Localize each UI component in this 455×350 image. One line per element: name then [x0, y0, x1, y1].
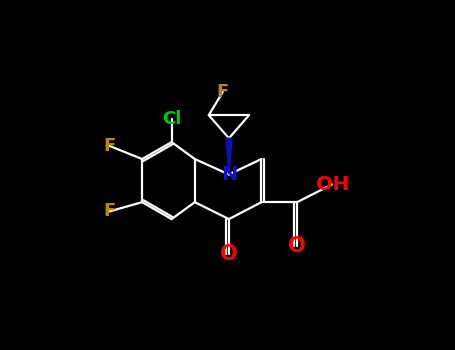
Text: F: F — [103, 137, 116, 155]
Polygon shape — [226, 138, 232, 174]
Text: F: F — [217, 83, 229, 101]
Text: OH: OH — [316, 175, 349, 194]
Text: Cl: Cl — [162, 110, 181, 128]
Text: O: O — [288, 236, 306, 256]
Text: F: F — [103, 202, 116, 220]
Text: O: O — [220, 244, 238, 264]
Text: N: N — [221, 165, 237, 184]
